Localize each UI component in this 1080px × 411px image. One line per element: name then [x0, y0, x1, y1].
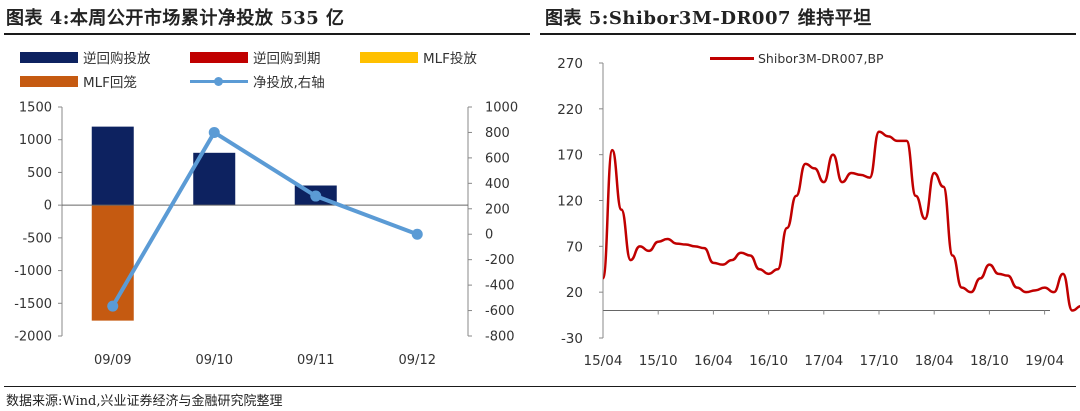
bar — [91, 126, 134, 206]
x-tick-label: 09/10 — [196, 353, 233, 368]
legend-swatch — [190, 51, 248, 63]
data-source-note: 数据来源:Wind,兴业证券经济与金融研究院整理 — [6, 394, 283, 409]
y-tick-label: 70 — [566, 239, 583, 255]
left-tick-label: 0 — [44, 199, 52, 214]
left-chart-title: 图表 4:本周公开市场累计净投放 535 亿 — [6, 8, 345, 29]
legend-reverse-repo-inject: 逆回购投放 — [20, 47, 151, 67]
footer-rule — [4, 386, 1076, 387]
open-market-chart: 150010005000-500-1000-1500-2000100080060… — [14, 101, 518, 369]
legend-line-swatch — [710, 57, 754, 60]
right-tick-label: 0 — [485, 228, 493, 243]
right-title-rule — [540, 33, 1076, 35]
legend-label: MLF投放 — [423, 51, 477, 67]
right-tick-label: -200 — [485, 253, 515, 268]
right-tick-label: -600 — [485, 304, 515, 319]
left-tick-label: 500 — [27, 166, 52, 181]
right-tick-label: -800 — [485, 330, 515, 345]
x-tick-label: 17/10 — [860, 353, 899, 369]
x-tick-label: 16/04 — [694, 353, 733, 369]
right-tick-label: -400 — [485, 279, 515, 294]
bar — [193, 152, 236, 206]
left-tick-label: -2000 — [14, 330, 52, 345]
net-injection-point — [411, 228, 423, 240]
y-tick-label: 170 — [557, 148, 583, 164]
net-injection-point — [208, 126, 220, 138]
legend-reverse-repo-mature: 逆回购到期 — [190, 47, 321, 67]
legend-line-marker — [190, 75, 248, 87]
left-tick-label: -1000 — [14, 264, 52, 279]
legend-mlf-mature: MLF回笼 — [20, 71, 137, 91]
y-tick-label: -30 — [561, 331, 583, 347]
left-tick-label: 1500 — [19, 101, 52, 116]
x-tick-label: 15/04 — [584, 353, 623, 369]
x-tick-label: 18/04 — [915, 353, 954, 369]
right-tick-label: 1000 — [485, 101, 518, 116]
legend-swatch — [20, 75, 78, 87]
legend-swatch — [360, 51, 418, 63]
right-tick-label: 400 — [485, 177, 510, 192]
x-tick-label: 18/10 — [970, 353, 1009, 369]
x-tick-label: 09/12 — [399, 353, 436, 368]
y-tick-label: 270 — [557, 56, 583, 72]
legend-net-injection: 净投放,右轴 — [190, 71, 325, 91]
x-tick-label: 15/10 — [639, 353, 678, 369]
legend-label: 净投放,右轴 — [253, 75, 325, 91]
spread-line — [601, 130, 1080, 312]
legend-mlf-inject: MLF投放 — [360, 47, 477, 67]
legend-label: 逆回购到期 — [253, 51, 321, 67]
left-tick-label: 1000 — [19, 133, 52, 148]
x-tick-label: 17/04 — [804, 353, 843, 369]
left-tick-label: -1500 — [14, 297, 52, 312]
right-tick-label: 600 — [485, 151, 510, 166]
legend-label: MLF回笼 — [83, 75, 137, 91]
x-tick-label: 09/09 — [94, 353, 131, 368]
right-chart-title: 图表 5:Shibor3M-DR007 维持平坦 — [545, 8, 872, 29]
net-injection-point — [107, 300, 119, 312]
y-tick-label: 20 — [566, 285, 583, 301]
x-tick-label: 09/11 — [297, 353, 334, 368]
y-tick-label: 120 — [557, 194, 583, 210]
legend-label: Shibor3M-DR007,BP — [758, 51, 884, 66]
x-tick-label: 16/10 — [749, 353, 788, 369]
left-title-rule — [4, 33, 530, 35]
net-injection-point — [310, 190, 322, 202]
legend-swatch — [20, 51, 78, 63]
legend-spread: Shibor3M-DR007,BP — [710, 51, 884, 66]
x-tick-label: 19/04 — [1025, 353, 1064, 369]
net-injection-line — [111, 129, 418, 308]
right-tick-label: 800 — [485, 126, 510, 141]
legend-label: 逆回购投放 — [83, 51, 151, 67]
right-tick-label: 200 — [485, 202, 510, 217]
y-tick-label: 220 — [557, 102, 583, 118]
left-tick-label: -500 — [22, 231, 52, 246]
